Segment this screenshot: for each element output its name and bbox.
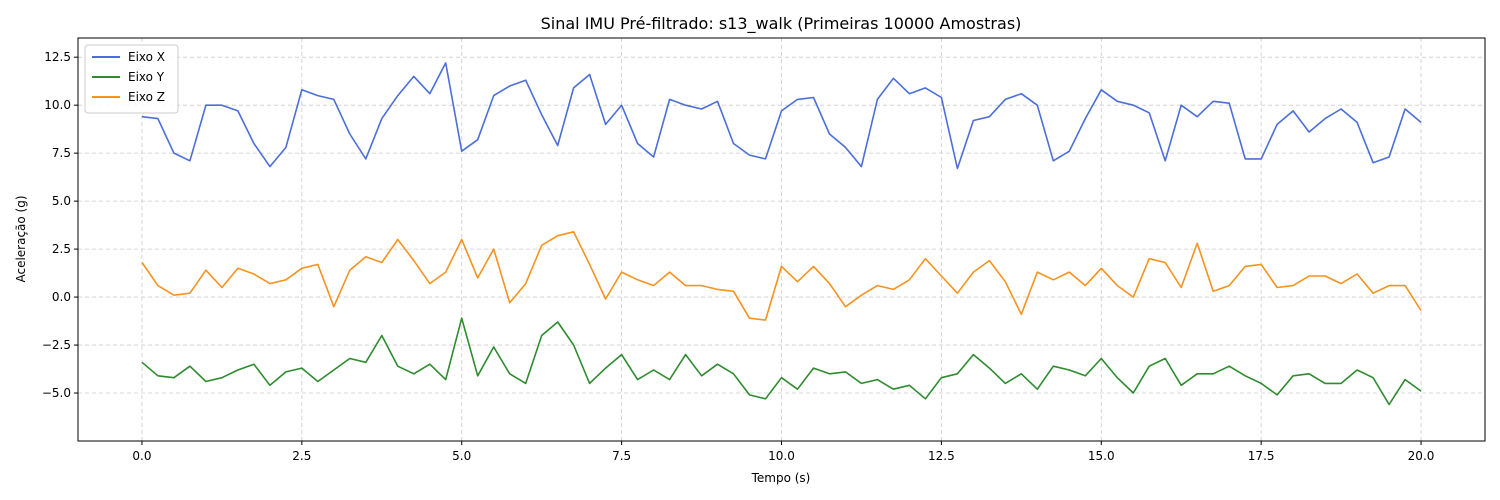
series-line-eixo-y bbox=[141, 317, 1422, 406]
y-tick-label: 7.5 bbox=[52, 146, 71, 160]
y-axis: −5.0 −2.5 0.0 2.5 5.0 7.5 10.0 12.5 bbox=[42, 50, 78, 400]
legend-label-eixo-y: Eixo Y bbox=[128, 70, 165, 84]
x-tick-label: 12.5 bbox=[928, 449, 955, 463]
x-axis-title: Tempo (s) bbox=[751, 471, 811, 485]
legend-label-eixo-z: Eixo Z bbox=[128, 90, 165, 104]
y-tick-label: −5.0 bbox=[42, 386, 71, 400]
y-tick-label: 5.0 bbox=[52, 194, 71, 208]
x-tick-label: 17.5 bbox=[1248, 449, 1275, 463]
x-tick-label: 20.0 bbox=[1408, 449, 1435, 463]
y-tick-label: −2.5 bbox=[42, 338, 71, 352]
chart-title: Sinal IMU Pré-filtrado: s13_walk (Primei… bbox=[541, 14, 1022, 34]
x-tick-label: 7.5 bbox=[612, 449, 631, 463]
x-tick-label: 10.0 bbox=[768, 449, 795, 463]
legend: Eixo X Eixo Y Eixo Z bbox=[84, 44, 179, 114]
grid bbox=[78, 38, 1485, 441]
legend-label-eixo-x: Eixo X bbox=[128, 50, 165, 64]
series-layer bbox=[141, 62, 1422, 406]
series-line-eixo-x bbox=[141, 62, 1422, 170]
x-tick-label: 0.0 bbox=[132, 449, 151, 463]
x-tick-label: 5.0 bbox=[452, 449, 471, 463]
y-tick-label: 12.5 bbox=[44, 50, 71, 64]
y-axis-title: Aceleração (g) bbox=[14, 195, 28, 282]
x-tick-label: 2.5 bbox=[292, 449, 311, 463]
y-tick-label: 0.0 bbox=[52, 290, 71, 304]
x-axis: 0.0 2.5 5.0 7.5 10.0 12.5 15.0 17.5 20.0 bbox=[132, 441, 1434, 463]
series-line-eixo-z bbox=[141, 231, 1422, 321]
x-tick-label: 15.0 bbox=[1088, 449, 1115, 463]
y-tick-label: 2.5 bbox=[52, 242, 71, 256]
y-tick-label: 10.0 bbox=[44, 98, 71, 112]
